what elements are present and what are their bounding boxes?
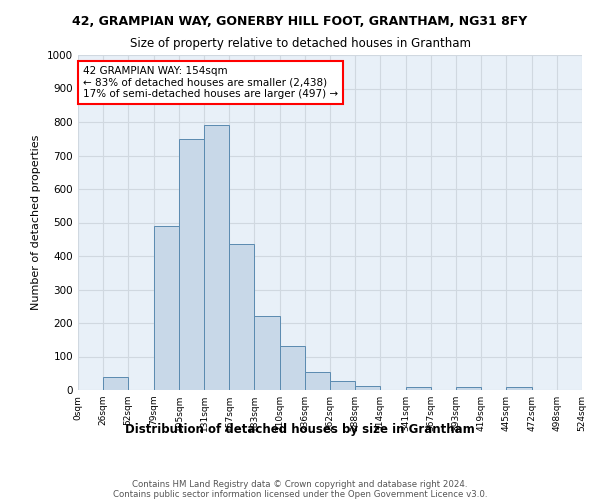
Text: Size of property relative to detached houses in Grantham: Size of property relative to detached ho… — [130, 38, 470, 51]
Bar — [154, 226, 179, 390]
Bar — [355, 386, 380, 390]
Text: Contains HM Land Registry data © Crown copyright and database right 2024.
Contai: Contains HM Land Registry data © Crown c… — [113, 480, 487, 500]
Bar — [254, 316, 280, 390]
Bar — [179, 138, 204, 390]
Text: 42, GRAMPIAN WAY, GONERBY HILL FOOT, GRANTHAM, NG31 8FY: 42, GRAMPIAN WAY, GONERBY HILL FOOT, GRA… — [73, 15, 527, 28]
Bar — [103, 376, 128, 390]
Bar — [280, 346, 305, 390]
Text: Distribution of detached houses by size in Grantham: Distribution of detached houses by size … — [125, 422, 475, 436]
Bar — [506, 388, 532, 390]
Bar — [406, 388, 431, 390]
Y-axis label: Number of detached properties: Number of detached properties — [31, 135, 41, 310]
Bar — [456, 388, 481, 390]
Bar — [204, 126, 229, 390]
Bar — [305, 372, 330, 390]
Text: 42 GRAMPIAN WAY: 154sqm
← 83% of detached houses are smaller (2,438)
17% of semi: 42 GRAMPIAN WAY: 154sqm ← 83% of detache… — [83, 66, 338, 99]
Bar — [330, 380, 355, 390]
Bar — [229, 244, 254, 390]
